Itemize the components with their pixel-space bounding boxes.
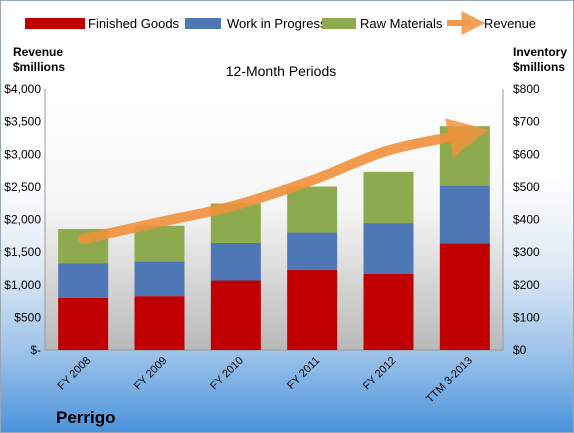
bar-finished-goods-3: [287, 270, 338, 350]
legend-swatch-raw-materials: [322, 18, 356, 29]
right-tick-label: $0: [513, 343, 527, 357]
x-tick-label: FY 2008: [56, 355, 94, 393]
right-tick-labels: $0 $100 $200 $300 $400 $500 $600 $700 $800: [513, 82, 540, 357]
bar-raw-materials-1: [134, 225, 185, 262]
bar-work-in-progress-3: [287, 232, 338, 271]
right-tick-label: $500: [513, 180, 540, 194]
left-tick-label: $3,500: [4, 115, 41, 129]
right-tick-label: $800: [513, 82, 540, 96]
left-tick-labels: $- $500 $1,000 $1,500 $2,000 $2,500 $3,000 $3,5…: [4, 82, 41, 357]
bar-work-in-progress-1: [134, 261, 185, 297]
right-tick-label: $200: [513, 278, 540, 292]
x-tick-label: FY 2011: [285, 355, 322, 392]
left-tick-label: $4,000: [4, 82, 41, 96]
right-tick-label: $600: [513, 147, 540, 161]
right-tick-label: $700: [513, 115, 540, 129]
right-tick-label: $100: [513, 310, 540, 324]
left-tick-label: $3,000: [4, 147, 41, 161]
bar-raw-materials-4: [363, 171, 414, 224]
right-axis-title-line2: $millions: [513, 60, 565, 74]
legend-swatch-work-in-progress: [185, 18, 221, 29]
legend-swatch-finished-goods: [25, 18, 85, 29]
legend: Finished Goods Work in Progress Raw Mate…: [25, 11, 536, 35]
x-tick-label: FY 2010: [208, 355, 246, 393]
left-axis-title-line1: Revenue: [13, 45, 63, 59]
left-axis-title-line2: $millions: [13, 60, 65, 74]
x-tick-label: TTM 3-2013: [424, 355, 475, 406]
bar-finished-goods-5: [439, 243, 490, 350]
plot-area: [45, 89, 503, 350]
bar-work-in-progress-4: [363, 223, 414, 274]
x-tick-label: FY 2012: [361, 355, 399, 393]
left-tick-label: $1,500: [4, 245, 41, 259]
revenue-line: [78, 118, 489, 245]
left-tick-label: $2,500: [4, 180, 41, 194]
right-tick-label: $400: [513, 213, 540, 227]
revenue-line-group: [78, 118, 489, 245]
bar-finished-goods-4: [363, 273, 414, 350]
left-tick-label: $1,000: [4, 278, 41, 292]
bar-finished-goods-2: [210, 280, 261, 350]
left-tick-label: $2,000: [4, 213, 41, 227]
legend-label-revenue: Revenue: [484, 16, 536, 31]
x-tick-label: FY 2009: [132, 355, 170, 393]
company-name: Perrigo: [56, 408, 116, 427]
legend-label-raw-materials: Raw Materials: [360, 16, 443, 31]
bar-work-in-progress-0: [58, 263, 109, 298]
bar-raw-materials-3: [287, 186, 338, 233]
bar-finished-goods-0: [58, 297, 109, 350]
bar-finished-goods-1: [134, 296, 185, 350]
left-tick-label: $500: [14, 310, 41, 324]
right-axis-title-line1: Inventory: [513, 45, 567, 59]
x-tick-labels: FY 2008 FY 2009 FY 2010 FY 2011 FY 2012 TTM 3…: [56, 355, 475, 406]
legend-label-finished-goods: Finished Goods: [88, 16, 180, 31]
bar-work-in-progress-2: [210, 242, 261, 281]
legend-label-work-in-progress: Work in Progress: [227, 16, 327, 31]
bar-work-in-progress-5: [439, 185, 490, 244]
chart-title: 12-Month Periods: [226, 63, 337, 79]
left-tick-label: $-: [30, 343, 41, 357]
right-tick-label: $300: [513, 245, 540, 259]
